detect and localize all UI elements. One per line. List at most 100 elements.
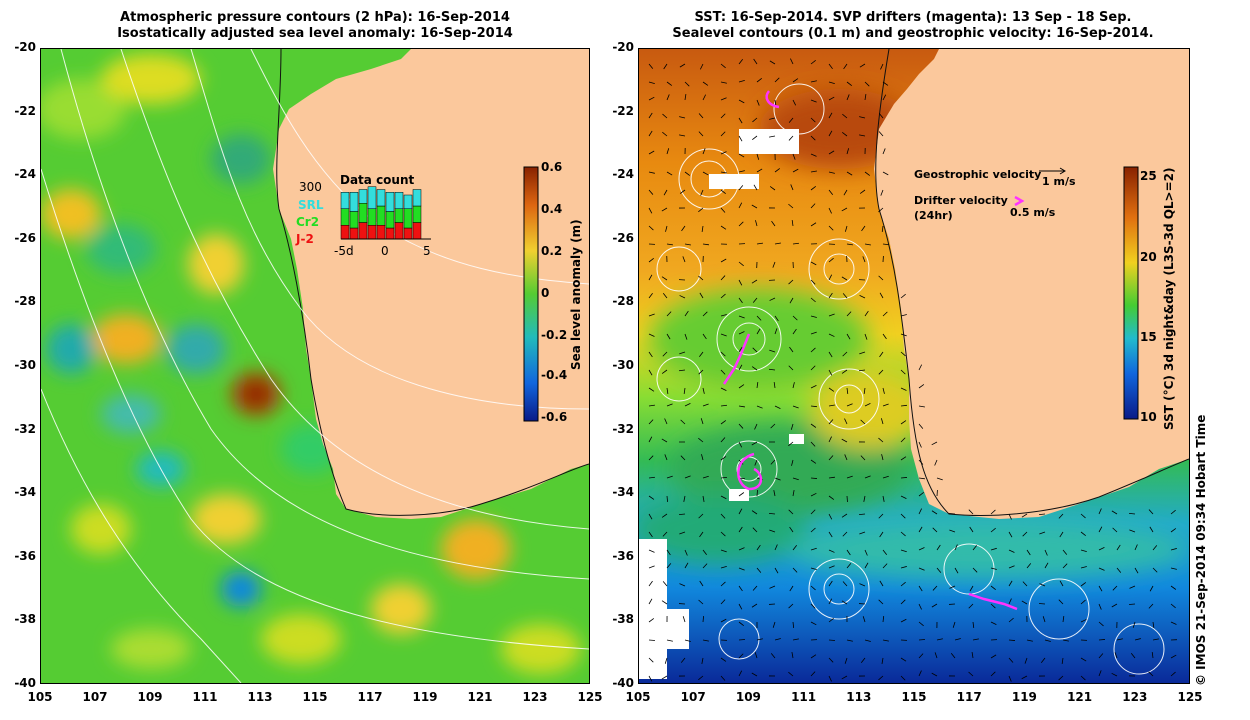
x-tick-label: 113 xyxy=(846,690,872,704)
x-tick-label: 109 xyxy=(137,690,163,704)
inset-bar-srl xyxy=(349,192,359,212)
geostrophic-velocity-field xyxy=(648,58,1178,682)
inset-bar-srl xyxy=(367,186,377,209)
geo-velocity-label: Geostrophic velocity xyxy=(914,168,1042,181)
inset-bar-srl xyxy=(403,194,413,209)
x-tick-label: 109 xyxy=(735,690,761,704)
inset-bar-srl xyxy=(385,192,395,212)
y-tick-label: -32 xyxy=(612,421,634,436)
inset-bar-cr2 xyxy=(358,203,368,223)
sla-tick-0.6: 0.6 xyxy=(541,160,563,174)
sst-map-svg xyxy=(639,49,1189,683)
y-tick-label: -28 xyxy=(14,294,36,309)
drifter-velocity-label: Drifter velocity xyxy=(914,194,1008,207)
x-tick-label: 121 xyxy=(467,690,493,704)
x-tick-label: 107 xyxy=(680,690,706,704)
y-tick-label: -22 xyxy=(612,103,634,118)
y-tick-label: -32 xyxy=(14,421,36,436)
sla-tick-neg0.4: -0.4 xyxy=(541,368,568,382)
inset-title: Data count xyxy=(340,173,415,187)
sst-tick-10: 10 xyxy=(1140,410,1157,424)
sla-colorbar xyxy=(523,166,539,422)
y-tick-label: -22 xyxy=(14,103,36,118)
left-title-line1: Atmospheric pressure contours (2 hPa): 1… xyxy=(120,10,510,25)
x-tick-label: 119 xyxy=(412,690,438,704)
sla-tick-0.4: 0.4 xyxy=(541,202,563,216)
y-tick-label: -40 xyxy=(612,676,634,690)
inset-ymax: 300 xyxy=(299,180,322,194)
inset-legend-j2: J-2 xyxy=(296,232,314,246)
inset-bar-srl xyxy=(412,189,422,207)
left-title-line2: Isostatically adjusted sea level anomaly… xyxy=(117,26,513,41)
y-tick-label: -34 xyxy=(612,485,634,500)
inset-bar-cr2 xyxy=(376,205,386,226)
sst-tick-15: 15 xyxy=(1140,330,1157,344)
right-title-line1: SST: 16-Sep-2014. SVP drifters (magenta)… xyxy=(694,10,1132,25)
inset-bar-cr2 xyxy=(403,208,413,229)
x-tick-label: 117 xyxy=(956,690,982,704)
imos-credit: © IMOS 21-Sep-2014 09:34 Hobart Time xyxy=(1194,414,1208,686)
sla-tick-0.2: 0.2 xyxy=(541,244,563,258)
inset-bar-j2 xyxy=(340,225,350,240)
sst-colorbar xyxy=(1123,166,1139,420)
sst-tick-25: 25 xyxy=(1140,169,1157,183)
inset-bar-j2 xyxy=(358,222,368,240)
inset-legend-cr2: Cr2 xyxy=(296,215,320,229)
inset-bar-cr2 xyxy=(385,211,395,229)
right-title-line2: Sealevel contours (0.1 m) and geostrophi… xyxy=(672,26,1154,41)
inset-bar-j2 xyxy=(349,227,359,240)
y-tick-label: -30 xyxy=(612,358,634,372)
x-tick-label: 105 xyxy=(27,690,53,704)
y-tick-label: -38 xyxy=(612,612,634,627)
x-tick-label: 113 xyxy=(247,690,273,704)
inset-bar-j2 xyxy=(367,225,377,240)
x-tick-label: 115 xyxy=(901,690,927,704)
x-tick-label: 125 xyxy=(577,690,603,704)
inset-bar-j2 xyxy=(403,227,413,240)
inset-bar-cr2 xyxy=(367,208,377,226)
inset-bar-j2 xyxy=(376,225,386,240)
sla-map-svg xyxy=(41,49,589,683)
inset-bar-srl xyxy=(394,192,404,209)
y-tick-label: -40 xyxy=(14,676,36,690)
x-tick-label: 117 xyxy=(357,690,383,704)
x-tick-label: 115 xyxy=(302,690,328,704)
y-tick-label: -28 xyxy=(612,294,634,309)
x-tick-label: 125 xyxy=(1177,690,1203,704)
inset-x-tick-5: 5 xyxy=(423,244,431,258)
inset-bar-srl xyxy=(376,189,386,207)
x-tick-label: 105 xyxy=(625,690,651,704)
y-tick-label: -34 xyxy=(14,485,36,500)
sla-tick-neg0.2: -0.2 xyxy=(541,328,568,342)
inset-bar-cr2 xyxy=(340,208,350,226)
y-tick-label: -36 xyxy=(14,548,36,563)
sla-tick-neg0.6: -0.6 xyxy=(541,410,568,424)
y-tick-label: -24 xyxy=(14,167,36,182)
x-tick-label: 107 xyxy=(82,690,108,704)
sla-colorbar-label: Sea level anomaly (m) xyxy=(569,219,583,370)
x-tick-label: 123 xyxy=(522,690,548,704)
inset-bar-j2 xyxy=(412,222,422,240)
x-tick-label: 121 xyxy=(1067,690,1093,704)
inset-x-tick-minus5: -5d xyxy=(334,244,354,258)
x-tick-label: 111 xyxy=(192,690,218,704)
x-tick-label: 123 xyxy=(1122,690,1148,704)
inset-bar-j2 xyxy=(394,222,404,240)
y-tick-label: -24 xyxy=(612,167,634,182)
y-tick-label: -20 xyxy=(612,40,634,54)
sea-level-anomaly-map[interactable] xyxy=(40,48,590,684)
inset-x-tick-0: 0 xyxy=(381,244,389,258)
inset-legend-srl: SRL xyxy=(298,198,324,212)
y-tick-label: -38 xyxy=(14,612,36,627)
geo-velocity-scale: 1 m/s xyxy=(1042,175,1076,188)
inset-bar-cr2 xyxy=(394,208,404,223)
inset-bar-srl xyxy=(340,192,350,209)
sst-colorbar-label: SST (°C) 3d night&day (L3S-3d QL>=2) xyxy=(1162,167,1176,431)
x-tick-label: 111 xyxy=(791,690,817,704)
y-tick-label: -26 xyxy=(612,230,634,245)
inset-bar-cr2 xyxy=(412,205,422,223)
sst-map[interactable] xyxy=(638,48,1190,684)
inset-bar-cr2 xyxy=(349,211,359,229)
inset-bar-srl xyxy=(358,189,368,204)
sst-tick-20: 20 xyxy=(1140,250,1157,264)
